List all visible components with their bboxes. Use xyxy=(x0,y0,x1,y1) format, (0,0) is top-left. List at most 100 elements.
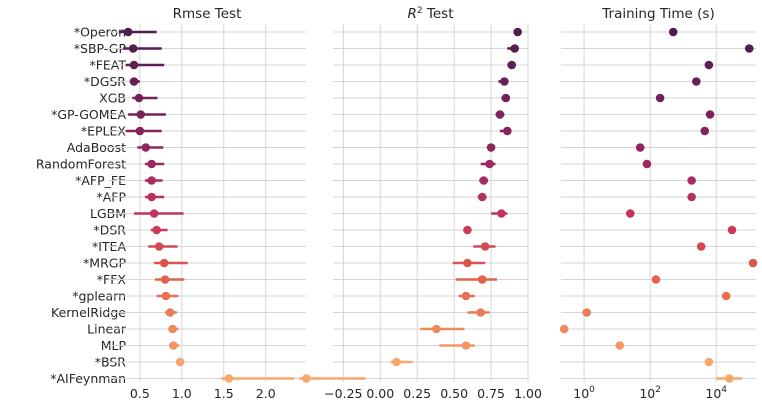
data-point xyxy=(692,77,701,86)
data-point xyxy=(704,60,714,70)
data-point xyxy=(168,324,177,334)
data-point xyxy=(497,209,506,218)
x-tick-label: 100 xyxy=(573,385,595,401)
x-tick-label: 2.0 xyxy=(256,386,276,401)
data-point xyxy=(461,291,471,301)
method-label: *MRGP xyxy=(83,256,126,271)
data-point xyxy=(152,225,161,235)
panel-title: R2 Test xyxy=(407,6,453,22)
method-label: *SBP-GP xyxy=(74,41,127,56)
data-point xyxy=(302,374,311,383)
data-point xyxy=(128,44,138,53)
data-point xyxy=(147,159,156,169)
x-tick-label: 0.50 xyxy=(440,386,468,401)
data-point xyxy=(129,60,139,70)
data-point xyxy=(141,143,151,152)
data-point xyxy=(635,143,645,152)
data-point xyxy=(161,291,171,301)
data-point xyxy=(705,110,715,119)
data-point xyxy=(160,275,170,284)
data-point xyxy=(461,341,471,350)
method-label: *EPLEX xyxy=(81,124,127,139)
x-tick-label: −0.25 xyxy=(324,386,362,401)
method-label: *Operon xyxy=(74,25,126,40)
data-point xyxy=(154,242,164,251)
data-point xyxy=(655,93,665,103)
data-point xyxy=(704,357,714,367)
x-tick-label: 0.25 xyxy=(403,386,431,401)
data-point xyxy=(476,308,486,317)
x-tick-label: 1.00 xyxy=(514,386,542,401)
data-point xyxy=(224,374,234,383)
x-tick-label: 104 xyxy=(705,385,727,401)
panel-2: R2 Test −0.25 0.00 0.25 0.50 0.75 1.00 xyxy=(299,6,542,401)
data-point xyxy=(507,60,517,70)
data-point xyxy=(479,176,488,185)
data-point xyxy=(147,176,156,185)
x-tick-label: 0.5 xyxy=(130,386,150,401)
data-point xyxy=(486,143,496,152)
data-point xyxy=(503,126,512,136)
data-point xyxy=(748,258,758,268)
panel-title: Training Time (s) xyxy=(601,6,714,22)
data-point xyxy=(668,27,678,37)
data-point xyxy=(463,258,472,268)
chart-panels: Rmse Test 0.5 1.0 1.5 2.0 R2 Test −0.25 0.00 0.2… xyxy=(108,6,758,401)
panel-1: Rmse Test 0.5 1.0 1.5 2.0 xyxy=(108,6,306,401)
data-point xyxy=(721,291,731,301)
x-tick-label: 0.00 xyxy=(366,386,394,401)
method-label: *gplearn xyxy=(72,289,126,304)
panel-3: Training Time (s) 100 102 104 xyxy=(559,6,758,401)
data-point xyxy=(642,159,652,169)
data-point xyxy=(651,275,661,284)
data-point xyxy=(165,308,175,317)
data-point xyxy=(485,159,494,169)
data-point xyxy=(477,192,487,202)
data-point xyxy=(463,225,472,235)
data-point xyxy=(432,324,441,334)
method-label: KernelRidge xyxy=(51,305,126,320)
data-point xyxy=(687,176,696,185)
data-point xyxy=(615,341,625,350)
method-label: RandomForest xyxy=(36,157,126,172)
x-tick-label: 1.0 xyxy=(172,386,192,401)
data-point xyxy=(513,27,522,37)
data-point xyxy=(392,357,401,367)
method-label: *GP-GOMEA xyxy=(51,107,126,122)
data-point xyxy=(135,126,145,136)
data-point xyxy=(149,209,159,218)
method-label: *AFP_FE xyxy=(75,173,126,188)
data-point xyxy=(480,242,490,251)
method-labels: *Operon*SBP-GP*FEAT*DGSRXGB*GP-GOMEA*EPL… xyxy=(36,25,127,387)
data-point xyxy=(510,44,520,53)
data-point xyxy=(725,374,734,383)
data-point xyxy=(175,357,185,367)
x-tick-label: 0.75 xyxy=(477,386,505,401)
data-point xyxy=(147,192,156,202)
data-point xyxy=(582,308,592,317)
method-label: *FEAT xyxy=(89,58,126,73)
data-point xyxy=(169,341,178,350)
x-tick-label: 1.5 xyxy=(214,386,234,401)
data-point xyxy=(495,110,505,119)
method-label: Linear xyxy=(87,322,127,337)
method-label: *DGSR xyxy=(84,74,126,89)
data-point xyxy=(559,324,569,334)
data-point xyxy=(625,209,635,218)
panel-title: Rmse Test xyxy=(173,6,242,22)
data-point xyxy=(696,242,706,251)
method-label: LGBM xyxy=(90,206,126,221)
data-point xyxy=(129,77,139,86)
data-point xyxy=(159,258,169,268)
data-point xyxy=(136,110,146,119)
data-point xyxy=(700,126,710,136)
data-point xyxy=(123,27,133,37)
method-label: AdaBoost xyxy=(67,140,126,155)
data-point xyxy=(134,93,144,103)
data-point xyxy=(477,275,487,284)
data-point xyxy=(501,93,511,103)
data-point xyxy=(727,225,737,235)
data-point xyxy=(500,77,509,86)
